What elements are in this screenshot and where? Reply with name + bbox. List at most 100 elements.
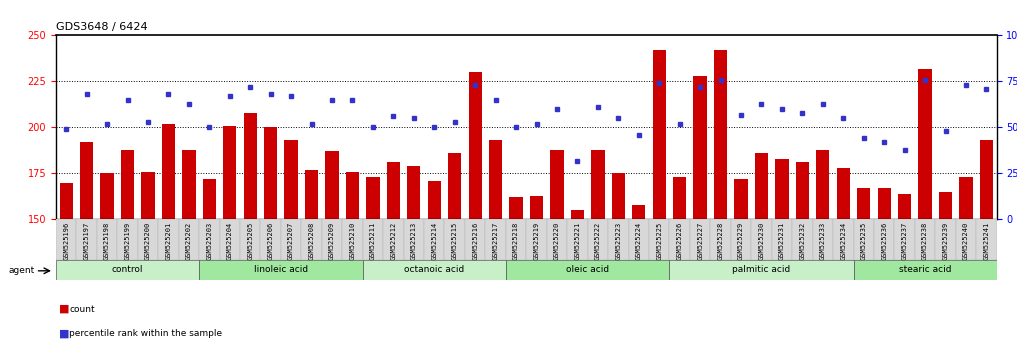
Bar	[199, 260, 363, 280]
Bar	[710, 219, 731, 260]
Bar	[505, 260, 669, 280]
Text: GSM525238: GSM525238	[922, 222, 929, 260]
Bar	[792, 219, 813, 260]
Text: agent: agent	[8, 266, 35, 275]
Text: GSM525232: GSM525232	[799, 222, 805, 260]
Text: GSM525221: GSM525221	[575, 222, 581, 260]
Text: palmitic acid: palmitic acid	[732, 266, 790, 274]
Text: stearic acid: stearic acid	[899, 266, 951, 274]
Bar	[894, 219, 915, 260]
Text: ■: ■	[59, 328, 69, 338]
Bar	[281, 219, 301, 260]
Bar	[264, 127, 278, 219]
Bar	[550, 149, 563, 219]
Text: linoleic acid: linoleic acid	[254, 266, 308, 274]
Bar	[669, 219, 690, 260]
Bar	[673, 177, 686, 219]
Text: GSM525199: GSM525199	[124, 222, 130, 260]
Text: GSM525234: GSM525234	[840, 222, 846, 260]
Text: GSM525212: GSM525212	[391, 222, 397, 260]
Bar	[243, 113, 257, 219]
Bar	[285, 140, 298, 219]
Bar	[611, 173, 625, 219]
Text: GSM525217: GSM525217	[492, 222, 498, 260]
Bar	[80, 142, 94, 219]
Bar	[731, 219, 752, 260]
Text: GSM525202: GSM525202	[186, 222, 192, 260]
Bar	[939, 192, 952, 219]
Bar	[837, 168, 850, 219]
Bar	[240, 219, 260, 260]
Text: GSM525235: GSM525235	[860, 222, 866, 260]
Bar	[469, 72, 482, 219]
Bar	[653, 50, 666, 219]
Bar	[690, 219, 710, 260]
Text: GSM525207: GSM525207	[288, 222, 294, 260]
Bar	[649, 219, 669, 260]
Bar	[853, 219, 874, 260]
Bar	[162, 124, 175, 219]
Text: GSM525227: GSM525227	[697, 222, 703, 260]
Text: GSM525205: GSM525205	[247, 222, 253, 260]
Bar	[325, 152, 339, 219]
Bar	[179, 219, 199, 260]
Bar	[510, 198, 523, 219]
Bar	[714, 50, 727, 219]
Bar	[608, 219, 629, 260]
Bar	[817, 149, 830, 219]
Bar	[260, 219, 281, 260]
Text: GSM525224: GSM525224	[636, 222, 642, 260]
Text: GSM525198: GSM525198	[104, 222, 110, 260]
Text: GSM525201: GSM525201	[166, 222, 172, 260]
Bar	[915, 219, 936, 260]
Bar	[363, 260, 505, 280]
Bar	[346, 172, 359, 219]
Text: GSM525220: GSM525220	[554, 222, 560, 260]
Text: percentile rank within the sample: percentile rank within the sample	[69, 329, 223, 338]
Bar	[220, 219, 240, 260]
Bar	[979, 140, 993, 219]
Text: GSM525206: GSM525206	[267, 222, 274, 260]
Text: GSM525196: GSM525196	[63, 222, 69, 260]
Bar	[772, 219, 792, 260]
Text: GSM525223: GSM525223	[615, 222, 621, 260]
Bar	[752, 219, 772, 260]
Text: oleic acid: oleic acid	[566, 266, 609, 274]
Bar	[505, 219, 527, 260]
Bar	[60, 183, 73, 219]
Text: GSM525236: GSM525236	[881, 222, 887, 260]
Bar	[547, 219, 567, 260]
Bar	[383, 219, 404, 260]
Bar	[833, 219, 853, 260]
Bar	[141, 172, 155, 219]
Text: GSM525237: GSM525237	[902, 222, 907, 260]
Bar	[223, 126, 236, 219]
Bar	[363, 219, 383, 260]
Bar	[448, 153, 462, 219]
Text: GSM525219: GSM525219	[534, 222, 540, 260]
Text: GSM525214: GSM525214	[431, 222, 437, 260]
Bar	[305, 170, 318, 219]
Text: ■: ■	[59, 303, 69, 314]
Bar	[959, 177, 972, 219]
Bar	[182, 149, 195, 219]
Text: GSM525200: GSM525200	[145, 222, 151, 260]
Bar	[898, 194, 911, 219]
Bar	[956, 219, 976, 260]
Bar	[159, 219, 179, 260]
Text: GSM525228: GSM525228	[718, 222, 723, 260]
Bar	[853, 260, 997, 280]
Bar	[121, 149, 134, 219]
Text: GSM525208: GSM525208	[308, 222, 314, 260]
Bar	[857, 188, 871, 219]
Bar	[485, 219, 505, 260]
Bar	[137, 219, 159, 260]
Text: count: count	[69, 304, 95, 314]
Text: GSM525229: GSM525229	[738, 222, 744, 260]
Bar	[199, 219, 220, 260]
Text: GSM525204: GSM525204	[227, 222, 233, 260]
Bar	[694, 76, 707, 219]
Text: GSM525233: GSM525233	[820, 222, 826, 260]
Bar	[976, 219, 997, 260]
Bar	[444, 219, 465, 260]
